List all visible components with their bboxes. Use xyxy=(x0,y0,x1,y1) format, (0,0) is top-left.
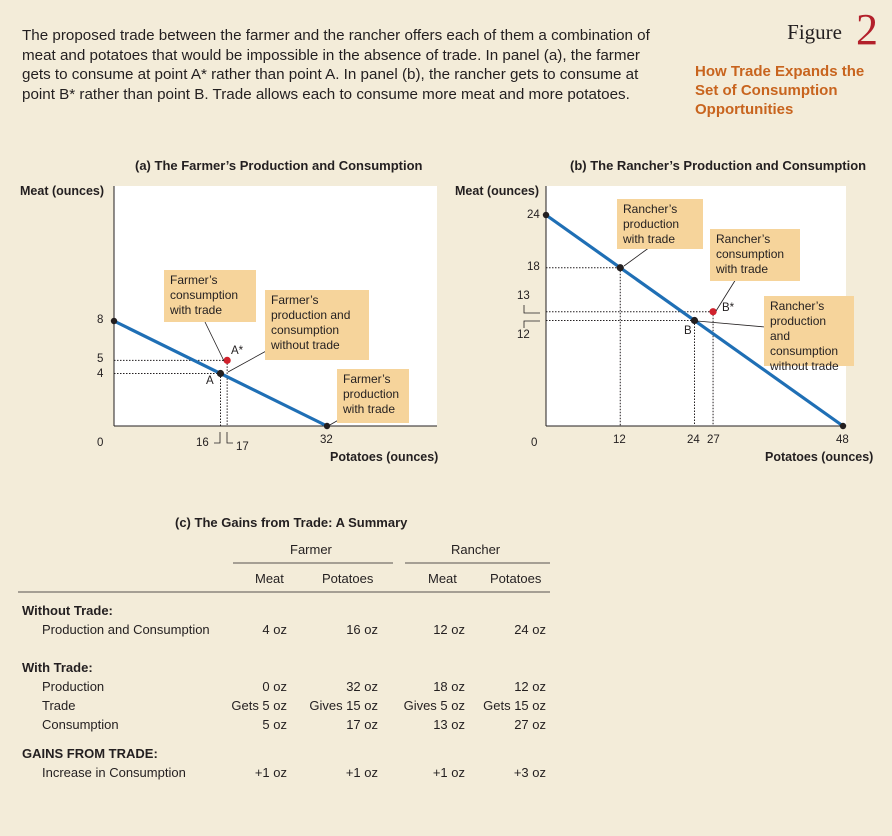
summary-heading-without-trade: Without Trade: xyxy=(22,603,113,618)
panel-b-xtick-48: 48 xyxy=(836,434,849,446)
summary-cell-cons-3: 27 oz xyxy=(514,717,546,732)
summary-cell-pc-0: 4 oz xyxy=(262,622,287,637)
panel-b-ytick-24: 24 xyxy=(527,209,540,221)
figure-title: How Trade Expands the Set of Consumption… xyxy=(695,63,865,118)
summary-heading-gains: GAINS FROM TRADE: xyxy=(22,746,158,761)
summary-cell-cons-2: 13 oz xyxy=(433,717,465,732)
panel-a-endpoint-1 xyxy=(323,422,331,430)
panel-a-xtick-32: 32 xyxy=(320,434,333,446)
panel-b-guides xyxy=(546,267,714,426)
panel-a-point-label-a: A xyxy=(206,375,214,387)
panel-b-bracket-12 xyxy=(523,320,540,328)
figure-number: 2 xyxy=(856,5,878,54)
panel-b-endpoint-0 xyxy=(542,211,550,219)
panel-a-title: (a) The Farmer’s Production and Consumpt… xyxy=(135,158,423,173)
summary-group-rancher: Rancher xyxy=(451,542,501,557)
panel-b-ytick-12: 12 xyxy=(517,329,530,341)
panel-a-point-a-star xyxy=(223,356,231,364)
summary-title: (c) The Gains from Trade: A Summary xyxy=(175,515,408,530)
panel-b-xlabel: Potatoes (ounces) xyxy=(765,450,874,464)
panel-b-point-b xyxy=(690,316,699,325)
summary-cell-inc-0: +1 oz xyxy=(254,765,287,780)
panel-b-bracket-13 xyxy=(523,305,540,314)
summary-cell-prod-1: 32 oz xyxy=(346,679,378,694)
panel-b-xtick-12: 12 xyxy=(613,434,626,446)
summary-row-label-consumption: Consumption xyxy=(42,717,119,732)
panel-a-leader-consumption xyxy=(204,321,225,362)
panel-a-callout-consumption-with-trade: Farmer’s consumption with trade xyxy=(164,270,256,322)
panel-b-callout-without-trade: Rancher’s production and consumption wit… xyxy=(764,296,854,373)
panel-b-xtick-27: 27 xyxy=(707,434,720,446)
panel-b-endpoint-1 xyxy=(839,422,847,430)
summary-cell-trade-2: Gives 5 oz xyxy=(403,698,465,713)
summary-cell-cons-0: 5 oz xyxy=(262,717,287,732)
panel-a-bracket-17 xyxy=(226,432,233,444)
panel-a-ylabel: Meat (ounces) xyxy=(20,184,105,198)
panel-a-xlabel: Potatoes (ounces) xyxy=(330,450,439,464)
panel-a-xtick-17: 17 xyxy=(236,441,249,453)
panel-b-ylabel: Meat (ounces) xyxy=(455,184,540,198)
summary-col-farmer-potatoes: Potatoes xyxy=(322,571,374,586)
summary-cell-pc-2: 12 oz xyxy=(433,622,465,637)
panel-a-endpoint-0 xyxy=(110,317,118,325)
summary-row-label-trade: Trade xyxy=(42,698,76,713)
summary-cell-prod-0: 0 oz xyxy=(262,679,287,694)
panel-b-leader-consumption xyxy=(715,278,737,312)
panel-a-bracket-16 xyxy=(214,432,221,444)
panel-b-point-b-star xyxy=(709,308,717,316)
summary-col-rancher-meat: Meat xyxy=(428,571,457,586)
panel-a-xtick-0: 0 xyxy=(97,437,104,449)
panel-a-point-a xyxy=(216,369,225,378)
panel-b-ytick-18: 18 xyxy=(527,261,540,273)
panel-a-guides xyxy=(114,359,228,426)
summary-cell-trade-0: Gets 5 oz xyxy=(231,698,287,713)
panel-b-callout-consumption-with-trade: Rancher’s consumption with trade xyxy=(710,229,800,281)
panel-b-ytick-13: 13 xyxy=(517,290,530,302)
panel-b-point-p0 xyxy=(616,264,624,272)
summary-cell-trade-1: Gives 15 oz xyxy=(309,698,378,713)
panel-b-leader-production xyxy=(623,246,651,267)
panel-a-point-label-a-star: A* xyxy=(231,345,244,357)
panel-b-leader-without-trade xyxy=(696,320,766,328)
panel-b-point-label-b-star: B* xyxy=(722,302,735,314)
panel-b-xtick-24: 24 xyxy=(687,434,700,446)
summary-cell-inc-2: +1 oz xyxy=(432,765,465,780)
panel-a-leader-without-trade xyxy=(227,349,269,373)
summary-cell-trade-3: Gets 15 oz xyxy=(483,698,546,713)
panel-a-marks xyxy=(110,317,331,430)
panel-b-callout-production-with-trade: Rancher’s production with trade xyxy=(617,199,703,249)
summary-cell-prod-3: 12 oz xyxy=(514,679,546,694)
summary-row-label-production: Production xyxy=(42,679,105,694)
summary-group-farmer: Farmer xyxy=(290,542,332,557)
panel-a-callout-production-with-trade: Farmer’s production with trade xyxy=(337,369,409,423)
panel-a-xtick-16: 16 xyxy=(196,437,209,449)
panel-a-ytick-8: 8 xyxy=(97,314,104,326)
panel-b-title: (b) The Rancher’s Production and Consump… xyxy=(570,158,867,173)
panel-b-marks xyxy=(542,211,847,430)
panel-a-callout-without-trade: Farmer’s production and consumption with… xyxy=(265,290,369,360)
summary-cell-cons-1: 17 oz xyxy=(346,717,378,732)
summary-heading-with-trade: With Trade: xyxy=(22,660,93,675)
summary-cell-inc-3: +3 oz xyxy=(513,765,546,780)
figure-label: Figure xyxy=(787,20,842,44)
panel-b-point-label-b: B xyxy=(684,325,692,337)
summary-cell-inc-1: +1 oz xyxy=(345,765,378,780)
summary-cell-prod-2: 18 oz xyxy=(433,679,465,694)
summary-cell-pc-3: 24 oz xyxy=(514,622,546,637)
summary-row-label-increase: Increase in Consumption xyxy=(42,765,186,780)
figure-caption: The proposed trade between the farmer an… xyxy=(22,27,650,103)
summary-col-farmer-meat: Meat xyxy=(255,571,284,586)
summary-col-rancher-potatoes: Potatoes xyxy=(490,571,542,586)
panel-a-ytick-4: 4 xyxy=(97,368,104,380)
panel-a-ytick-5: 5 xyxy=(97,353,104,365)
panel-b-ytick-0: 0 xyxy=(531,437,538,449)
summary-row-label-pc: Production and Consumption xyxy=(42,622,210,637)
summary-cell-pc-1: 16 oz xyxy=(346,622,378,637)
